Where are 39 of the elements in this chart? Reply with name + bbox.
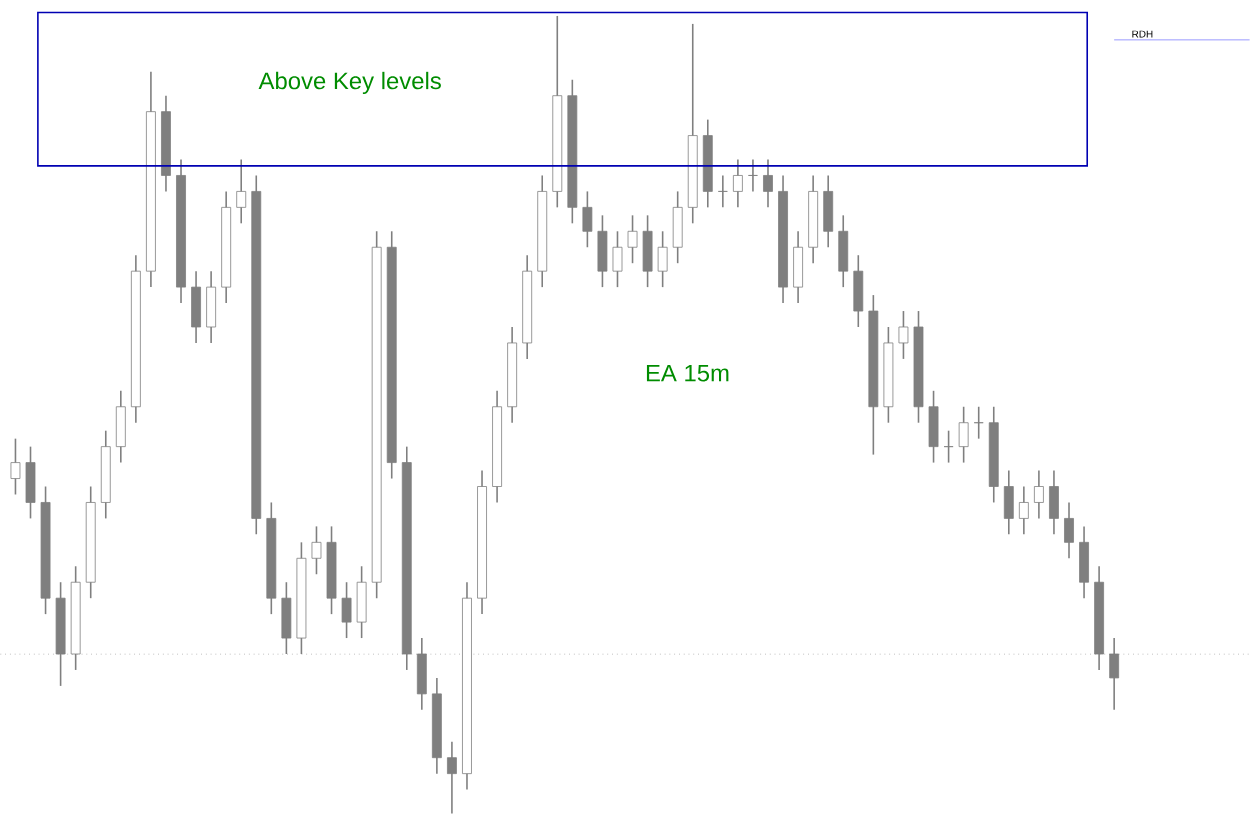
candlestick bbox=[1049, 470, 1059, 536]
candlestick bbox=[597, 214, 608, 289]
candlestick bbox=[732, 158, 743, 209]
candlestick bbox=[115, 390, 126, 464]
candlestick bbox=[672, 190, 683, 265]
candlestick bbox=[341, 581, 352, 640]
annotation: EA 15m bbox=[646, 365, 729, 382]
candlestick bbox=[748, 158, 758, 193]
candlestick bbox=[236, 158, 247, 225]
candlestick bbox=[838, 214, 849, 289]
candlestick bbox=[311, 525, 322, 576]
candlestick bbox=[793, 230, 804, 305]
candlestick bbox=[763, 158, 773, 209]
candlestick bbox=[627, 214, 638, 265]
candlestick bbox=[898, 310, 909, 360]
candlestick bbox=[657, 230, 668, 289]
candlestick bbox=[447, 741, 457, 815]
candlestick bbox=[25, 446, 36, 520]
candlestick bbox=[1018, 485, 1029, 536]
candlestick bbox=[1079, 525, 1089, 600]
candlestick bbox=[356, 565, 367, 640]
candlestick bbox=[582, 190, 593, 249]
candlestick bbox=[206, 270, 217, 344]
candlestick bbox=[1003, 470, 1014, 536]
candlestick bbox=[1033, 470, 1044, 520]
candlestick bbox=[281, 581, 292, 656]
candlestick bbox=[973, 406, 984, 440]
candlestick bbox=[943, 430, 954, 464]
candlestick bbox=[958, 406, 969, 464]
candlestick bbox=[823, 174, 834, 249]
candlestick bbox=[1064, 501, 1074, 560]
candlestick bbox=[642, 214, 653, 289]
candlestick bbox=[717, 174, 728, 209]
candlestick bbox=[612, 230, 623, 289]
candlestick bbox=[928, 390, 939, 464]
candlestick bbox=[10, 438, 21, 496]
candlestick bbox=[191, 270, 201, 344]
annotation: Above Key levels bbox=[258, 72, 441, 95]
candlestick bbox=[853, 254, 864, 329]
